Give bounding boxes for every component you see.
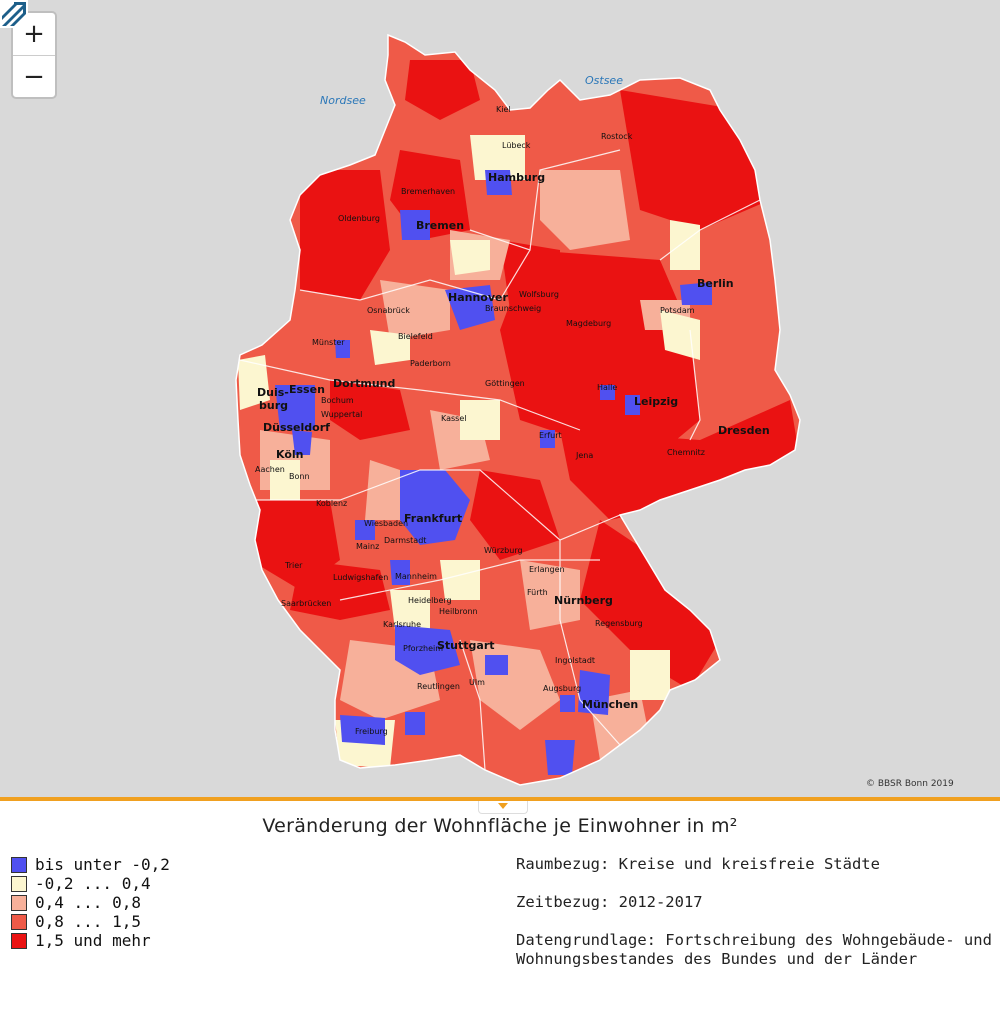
zoom-divider [13, 55, 55, 56]
state-borders [239, 149, 761, 771]
map-area[interactable]: Nordsee Ostsee Hamburg Bremen Hannover B… [0, 0, 1000, 797]
legend-item-label: 1,5 und mehr [35, 931, 151, 950]
city-label-dresden: Dresden [718, 424, 770, 437]
city-label-ulm: Ulm [469, 678, 485, 687]
chevron-down-icon [498, 803, 508, 809]
legend-item-label: bis unter -0,2 [35, 855, 170, 874]
legend-swatch [11, 856, 27, 873]
city-label-reutlingen: Reutlingen [417, 682, 460, 691]
city-label-mainz: Mainz [356, 542, 379, 551]
legend-item: bis unter -0,2 [11, 855, 170, 874]
bbsr-logo-icon [0, 0, 28, 28]
city-label-bonn: Bonn [289, 472, 310, 481]
city-label-hamburg: Hamburg [488, 171, 545, 184]
zoom-out-button[interactable]: − [13, 56, 55, 98]
city-label-pforzheim: Pforzheim [403, 644, 443, 653]
city-label-saarbruecken: Saarbrücken [281, 599, 331, 608]
city-label-fuerth: Fürth [527, 588, 548, 597]
city-label-aachen: Aachen [255, 465, 285, 474]
city-label-dortmund: Dortmund [333, 377, 395, 390]
city-label-nuernberg: Nürnberg [554, 594, 613, 607]
legend-collapse-toggle[interactable] [478, 801, 528, 814]
city-label-erfurt: Erfurt [539, 431, 562, 440]
city-label-wolfsburg: Wolfsburg [519, 290, 559, 299]
city-label-wiesbaden: Wiesbaden [364, 519, 408, 528]
legend-swatch [11, 932, 27, 949]
city-label-luebeck: Lübeck [502, 141, 531, 150]
city-label-stuttgart: Stuttgart [437, 639, 495, 652]
city-label-heidelberg: Heidelberg [408, 596, 452, 605]
city-label-braunschweig: Braunschweig [485, 304, 541, 313]
meta-zeitbezug: Zeitbezug: 2012-2017 [516, 893, 703, 911]
meta-raumbezug: Raumbezug: Kreise und kreisfreie Städte [516, 855, 880, 873]
city-label-kiel: Kiel [496, 105, 511, 114]
major-city-labels: Hamburg Bremen Hannover Berlin Dortmund … [257, 171, 770, 711]
legend-item: 0,8 ... 1,5 [11, 912, 170, 931]
city-label-muenster: Münster [312, 338, 345, 347]
city-label-duisburg-2: burg [259, 399, 288, 412]
germany-choropleth-map[interactable]: Nordsee Ostsee Hamburg Bremen Hannover B… [0, 0, 1000, 797]
meta-datengrundlage-line-2: Wohnungsbestandes des Bundes und der Län… [516, 950, 918, 968]
map-metadata: Raumbezug: Kreise und kreisfreie Städte … [516, 855, 992, 969]
city-label-erlangen: Erlangen [529, 565, 565, 574]
legend-item: -0,2 ... 0,4 [11, 874, 170, 893]
legend-item: 0,4 ... 0,8 [11, 893, 170, 912]
city-label-mannheim: Mannheim [395, 572, 437, 581]
legend-item-label: -0,2 ... 0,4 [35, 874, 151, 893]
city-label-freiburg: Freiburg [355, 727, 388, 736]
city-label-bochum: Bochum [321, 396, 354, 405]
legend-item-label: 0,8 ... 1,5 [35, 912, 141, 931]
city-label-duisburg-1: Duis- [257, 386, 289, 399]
city-label-muenchen: München [582, 698, 638, 711]
city-label-paderborn: Paderborn [410, 359, 451, 368]
city-label-ingolstadt: Ingolstadt [555, 656, 595, 665]
legend-swatch [11, 894, 27, 911]
city-label-chemnitz: Chemnitz [667, 448, 705, 457]
zoom-in-button[interactable]: + [13, 13, 55, 55]
city-label-oldenburg: Oldenburg [338, 214, 380, 223]
legend-swatch [11, 875, 27, 892]
legend: bis unter -0,2 -0,2 ... 0,4 0,4 ... 0,8 … [11, 855, 170, 950]
city-label-trier: Trier [284, 561, 303, 570]
city-label-bremen: Bremen [416, 219, 464, 232]
panel-divider [0, 797, 1000, 801]
city-label-kassel: Kassel [441, 414, 467, 423]
sea-label-nordsee: Nordsee [320, 94, 366, 107]
sea-label-ostsee: Ostsee [585, 74, 623, 87]
city-label-heilbronn: Heilbronn [439, 607, 478, 616]
city-label-hannover: Hannover [448, 291, 508, 304]
city-label-goettingen: Göttingen [485, 379, 525, 388]
city-label-wuerzburg: Würzburg [484, 546, 523, 555]
legend-item-label: 0,4 ... 0,8 [35, 893, 141, 912]
meta-datengrundlage-line-1: Datengrundlage: Fortschreibung des Wohng… [516, 931, 992, 949]
city-label-osnabrueck: Osnabrück [367, 306, 410, 315]
minor-city-labels: Kiel Lübeck Rostock Bremerhaven Oldenbur… [255, 105, 705, 736]
city-label-potsdam: Potsdam [660, 306, 695, 315]
city-label-bielefeld: Bielefeld [398, 332, 433, 341]
city-label-berlin: Berlin [697, 277, 734, 290]
city-label-magdeburg: Magdeburg [566, 319, 611, 328]
city-label-bremerhaven: Bremerhaven [401, 187, 455, 196]
city-label-karlsruhe: Karlsruhe [383, 620, 421, 629]
city-label-regensburg: Regensburg [595, 619, 643, 628]
legend-swatch [11, 913, 27, 930]
city-label-rostock: Rostock [601, 132, 633, 141]
legend-item: 1,5 und mehr [11, 931, 170, 950]
city-label-halle: Halle [597, 383, 617, 392]
city-label-koblenz: Koblenz [316, 499, 347, 508]
city-label-ludwigshafen: Ludwigshafen [333, 573, 388, 582]
city-label-duesseldorf: Düsseldorf [263, 421, 330, 434]
city-label-frankfurt: Frankfurt [404, 512, 462, 525]
city-label-darmstadt: Darmstadt [384, 536, 426, 545]
city-label-jena: Jena [575, 451, 593, 460]
country-outline [235, 33, 801, 786]
legend-title: Veränderung der Wohnfläche je Einwohner … [262, 815, 738, 837]
city-label-wuppertal: Wuppertal [321, 410, 362, 419]
map-credit: © BBSR Bonn 2019 [866, 779, 954, 789]
city-label-koeln: Köln [276, 448, 304, 461]
city-label-essen: Essen [289, 383, 325, 396]
city-label-augsburg: Augsburg [543, 684, 581, 693]
city-label-leipzig: Leipzig [634, 395, 678, 408]
